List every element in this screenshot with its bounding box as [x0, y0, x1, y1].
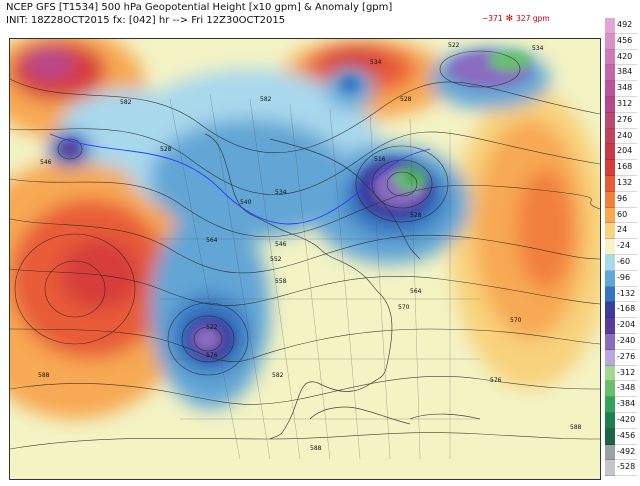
- colorbar-swatch: -348: [605, 381, 637, 398]
- contour-label: 558: [275, 278, 287, 285]
- colorbar-label: -204: [617, 320, 636, 330]
- height-anomaly-map: 582 546 528 534 522 534 528 582 516 528 …: [10, 39, 600, 479]
- colorbar-label: -240: [617, 335, 636, 345]
- colorbar-label: -168: [617, 304, 636, 314]
- coastlines: [204, 133, 481, 440]
- contour-label: 588: [38, 372, 50, 379]
- contour-label: 564: [206, 237, 218, 244]
- contour-label: 588: [310, 445, 322, 452]
- colorbar-swatch: 492: [605, 18, 637, 34]
- contour-label: 582: [272, 372, 284, 379]
- colorbar-swatch: 204: [605, 144, 637, 161]
- contour-label: 546: [275, 241, 287, 248]
- contour-label: 582: [260, 96, 272, 103]
- asterisk-icon: ✻: [505, 14, 514, 24]
- colorbar-label: -132: [617, 288, 636, 298]
- colorbar-label: 24: [617, 225, 628, 235]
- contour-label: 564: [410, 288, 422, 295]
- colorbar-label: 132: [617, 177, 633, 187]
- colorbar-swatch: -240: [605, 333, 637, 350]
- colorbar-swatch: -60: [605, 254, 637, 271]
- contour-label: 534: [275, 189, 287, 196]
- graticule: [160, 93, 480, 460]
- contour-label: 528: [400, 96, 412, 103]
- contour-label: 528: [410, 212, 422, 219]
- colorbar-label: 240: [617, 130, 633, 140]
- contour-label: 576: [206, 352, 218, 359]
- reference-contour: [49, 133, 431, 225]
- colorbar-swatch: 312: [605, 96, 637, 113]
- contour-label: 522: [206, 324, 218, 331]
- contour-label: 516: [374, 156, 386, 163]
- contour-label: 576: [490, 377, 502, 384]
- init-forecast-line: INIT: 18Z28OCT2015 fx: [042] hr --> Fri …: [6, 15, 286, 26]
- colorbar-swatch: -96: [605, 270, 637, 287]
- colorbar-swatch: -204: [605, 318, 637, 334]
- anomaly-range: −371 ✻ 327 gpm: [482, 14, 550, 24]
- colorbar-label: -492: [617, 446, 636, 456]
- colorbar-label: -528: [617, 462, 636, 472]
- colorbar-swatch: 240: [605, 128, 637, 145]
- colorbar-label: 60: [617, 209, 628, 219]
- colorbar-swatch: 96: [605, 191, 637, 208]
- colorbar-label: -420: [617, 414, 636, 424]
- map-panel: 582 546 528 534 522 534 528 582 516 528 …: [9, 38, 601, 480]
- colorbar-label: 420: [617, 51, 633, 61]
- colorbar-label: 456: [617, 35, 633, 45]
- colorbar-swatch: 420: [605, 49, 637, 66]
- contour-label: 528: [160, 146, 172, 153]
- colorbar-swatch: 384: [605, 65, 637, 82]
- range-max: 327 gpm: [516, 14, 550, 23]
- colorbar-label: 312: [617, 98, 633, 108]
- colorbar-swatch: -276: [605, 349, 637, 366]
- colorbar-swatch: 456: [605, 33, 637, 50]
- colorbar-swatch: -492: [605, 444, 637, 461]
- colorbar-label: -384: [617, 399, 636, 409]
- colorbar-swatch: -384: [605, 397, 637, 413]
- colorbar-swatch: -420: [605, 412, 637, 429]
- colorbar-swatch: 24: [605, 223, 637, 240]
- colorbar: 492 456 420 384 348 312 276 240 204 168 132 96 60 24 -…: [605, 18, 637, 478]
- contour-label: 534: [532, 45, 544, 52]
- colorbar-swatch: 276: [605, 112, 637, 129]
- colorbar-label: 168: [617, 162, 633, 172]
- colorbar-label: -312: [617, 367, 636, 377]
- map-title: NCEP GFS [T1534] 500 hPa Geopotential He…: [6, 2, 393, 13]
- colorbar-label: 348: [617, 83, 633, 93]
- contour-label: 570: [398, 304, 410, 311]
- colorbar-swatch: -168: [605, 302, 637, 319]
- colorbar-label: -276: [617, 351, 636, 361]
- contour-label: 570: [510, 317, 522, 324]
- colorbar-swatch: -528: [605, 460, 637, 477]
- colorbar-swatch: 132: [605, 175, 637, 192]
- colorbar-label: 96: [617, 193, 628, 203]
- colorbar-swatch: 348: [605, 81, 637, 97]
- anomaly-core-fill: [60, 51, 532, 361]
- colorbar-label: -60: [617, 256, 631, 266]
- colorbar-label: 384: [617, 67, 633, 77]
- contour-label: 588: [570, 424, 582, 431]
- contour-label: 582: [120, 99, 132, 106]
- contour-label: 552: [270, 256, 282, 263]
- colorbar-label: 492: [617, 20, 633, 29]
- colorbar-swatch: -24: [605, 239, 637, 255]
- range-min: −371: [482, 14, 503, 23]
- colorbar-label: -348: [617, 383, 636, 393]
- colorbar-swatch: -132: [605, 286, 637, 303]
- colorbar-label: -96: [617, 272, 631, 282]
- colorbar-label: 204: [617, 146, 633, 156]
- contour-labels: 582 546 528 534 522 534 528 582 516 528 …: [38, 42, 582, 452]
- colorbar-swatch: -312: [605, 365, 637, 382]
- colorbar-swatch: 60: [605, 207, 637, 224]
- colorbar-swatch: -456: [605, 428, 637, 445]
- colorbar-label: -24: [617, 241, 631, 251]
- contour-label: 546: [40, 159, 52, 166]
- colorbar-label: -456: [617, 430, 636, 440]
- contour-label: 540: [240, 199, 252, 206]
- contour-label: 534: [370, 59, 382, 66]
- colorbar-label: 276: [617, 114, 633, 124]
- contour-label: 522: [448, 42, 460, 49]
- height-contours: [10, 50, 600, 450]
- colorbar-swatch: 168: [605, 160, 637, 176]
